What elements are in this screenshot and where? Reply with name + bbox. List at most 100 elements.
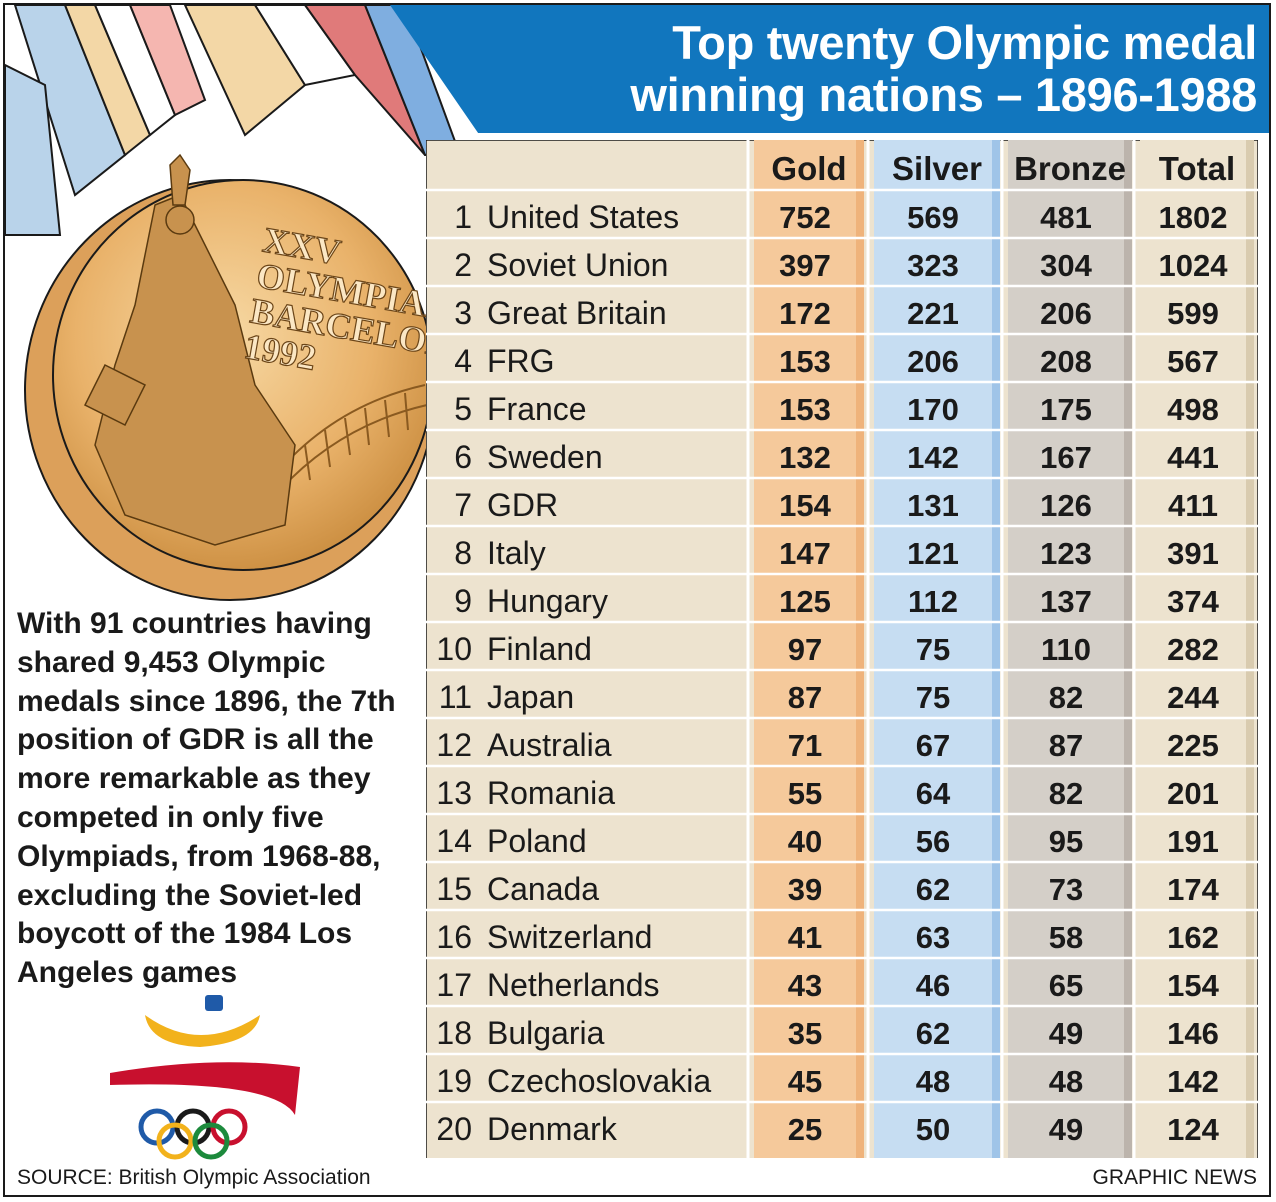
column-band-silver (874, 140, 1000, 1158)
silver-value: 323 (907, 248, 959, 283)
gold-value: 41 (788, 920, 822, 955)
rank-label: 1 (454, 199, 472, 235)
bronze-value: 175 (1040, 392, 1092, 427)
country-label: Romania (487, 775, 615, 811)
column-edge-bronze (1124, 140, 1132, 1158)
total-value: 191 (1167, 824, 1219, 859)
country-label: Soviet Union (487, 247, 668, 283)
gold-value: 132 (779, 440, 831, 475)
silver-value: 121 (907, 536, 959, 571)
gold-value: 153 (779, 392, 831, 427)
total-value: 142 (1167, 1064, 1219, 1099)
bronze-value: 95 (1049, 824, 1083, 859)
total-value: 162 (1167, 920, 1219, 955)
total-value: 1024 (1159, 248, 1229, 283)
column-band-bronze (1008, 140, 1132, 1158)
title-banner: Top twenty Olympic medal winning nations… (390, 5, 1269, 133)
total-value: 244 (1167, 680, 1219, 715)
silver-value: 46 (916, 968, 950, 1003)
silver-value: 75 (916, 632, 950, 667)
gold-value: 153 (779, 344, 831, 379)
total-value: 441 (1167, 440, 1219, 475)
rank-label: 17 (436, 967, 472, 1003)
medal-table: Gold Silver Bronze Total 1 United States 752 56… (426, 140, 1258, 1158)
total-value: 411 (1168, 488, 1218, 523)
bronze-value: 208 (1040, 344, 1092, 379)
graphic-news-credit: GRAPHIC NEWS (1092, 1166, 1257, 1189)
colosseum-arches (274, 384, 428, 491)
country-label: Poland (487, 823, 587, 859)
total-value: 124 (1167, 1112, 1219, 1147)
country-label: Canada (487, 871, 599, 907)
bronze-value: 206 (1040, 296, 1092, 331)
bronze-value: 110 (1041, 632, 1091, 667)
gdr-note-text: With 91 countries having shared 9,453 Ol… (17, 607, 396, 990)
bronze-value: 48 (1049, 1064, 1083, 1099)
rank-label: 3 (454, 295, 472, 331)
rank-label: 7 (454, 487, 472, 523)
rank-label: 16 (436, 919, 472, 955)
bronze-value: 167 (1040, 440, 1092, 475)
column-edge-silver (992, 140, 1000, 1158)
silver-value: 67 (916, 728, 950, 763)
bronze-value: 49 (1049, 1016, 1083, 1051)
gold-value: 87 (788, 680, 822, 715)
country-label: Switzerland (487, 919, 652, 955)
total-value: 567 (1167, 344, 1219, 379)
country-label: United States (487, 199, 679, 235)
bronze-value: 87 (1049, 728, 1083, 763)
silver-value: 48 (916, 1064, 950, 1099)
silver-value: 112 (908, 584, 958, 619)
rank-label: 13 (436, 775, 472, 811)
silver-value: 56 (916, 824, 950, 859)
barcelona-olympic-logo (110, 995, 300, 1160)
logo-legs (110, 1062, 300, 1115)
olympic-rings (138, 1108, 248, 1160)
total-value: 1802 (1159, 200, 1228, 235)
column-header-bronze: Bronze (1014, 150, 1126, 187)
rank-label: 6 (454, 439, 472, 475)
bronze-value: 49 (1049, 1112, 1083, 1147)
column-band-gold (754, 140, 864, 1158)
gold-value: 25 (788, 1112, 822, 1147)
gold-value: 45 (788, 1064, 822, 1099)
total-value: 374 (1167, 584, 1219, 619)
silver-value: 64 (916, 776, 951, 811)
gold-value: 39 (788, 872, 822, 907)
rank-label: 10 (436, 631, 472, 667)
gold-value: 147 (779, 536, 831, 571)
bronze-value: 58 (1049, 920, 1083, 955)
rank-label: 20 (436, 1111, 472, 1147)
gold-value: 752 (779, 200, 831, 235)
rank-label: 12 (436, 727, 472, 763)
total-value: 154 (1167, 968, 1219, 1003)
rank-label: 9 (454, 583, 472, 619)
country-label: FRG (487, 343, 555, 379)
bronze-value: 304 (1040, 248, 1092, 283)
total-value: 498 (1167, 392, 1219, 427)
rank-label: 2 (454, 247, 472, 283)
rank-label: 5 (454, 391, 472, 427)
gold-value: 172 (779, 296, 831, 331)
medal-inscription: XXV OLYMPIAD BARCELONA 1992 (241, 219, 475, 378)
rank-label: 18 (436, 1015, 472, 1051)
total-value: 225 (1167, 728, 1219, 763)
bronze-value: 65 (1049, 968, 1083, 1003)
silver-value: 221 (907, 296, 959, 331)
gold-value: 71 (788, 728, 822, 763)
gold-value: 97 (788, 632, 822, 667)
country-label: Sweden (487, 439, 603, 475)
silver-value: 63 (916, 920, 950, 955)
total-value: 174 (1167, 872, 1219, 907)
country-label: Netherlands (487, 967, 660, 1003)
silver-value: 62 (916, 1016, 950, 1051)
silver-value: 62 (916, 872, 950, 907)
bronze-value: 481 (1040, 200, 1092, 235)
country-label: Finland (487, 631, 592, 667)
infographic-frame: XXV OLYMPIAD BARCELONA 1992 Top twenty O… (3, 3, 1271, 1197)
total-value: 201 (1167, 776, 1219, 811)
silver-value: 170 (907, 392, 959, 427)
country-label: Hungary (487, 583, 608, 619)
chart-title-line-1: Top twenty Olympic medal (672, 16, 1257, 69)
